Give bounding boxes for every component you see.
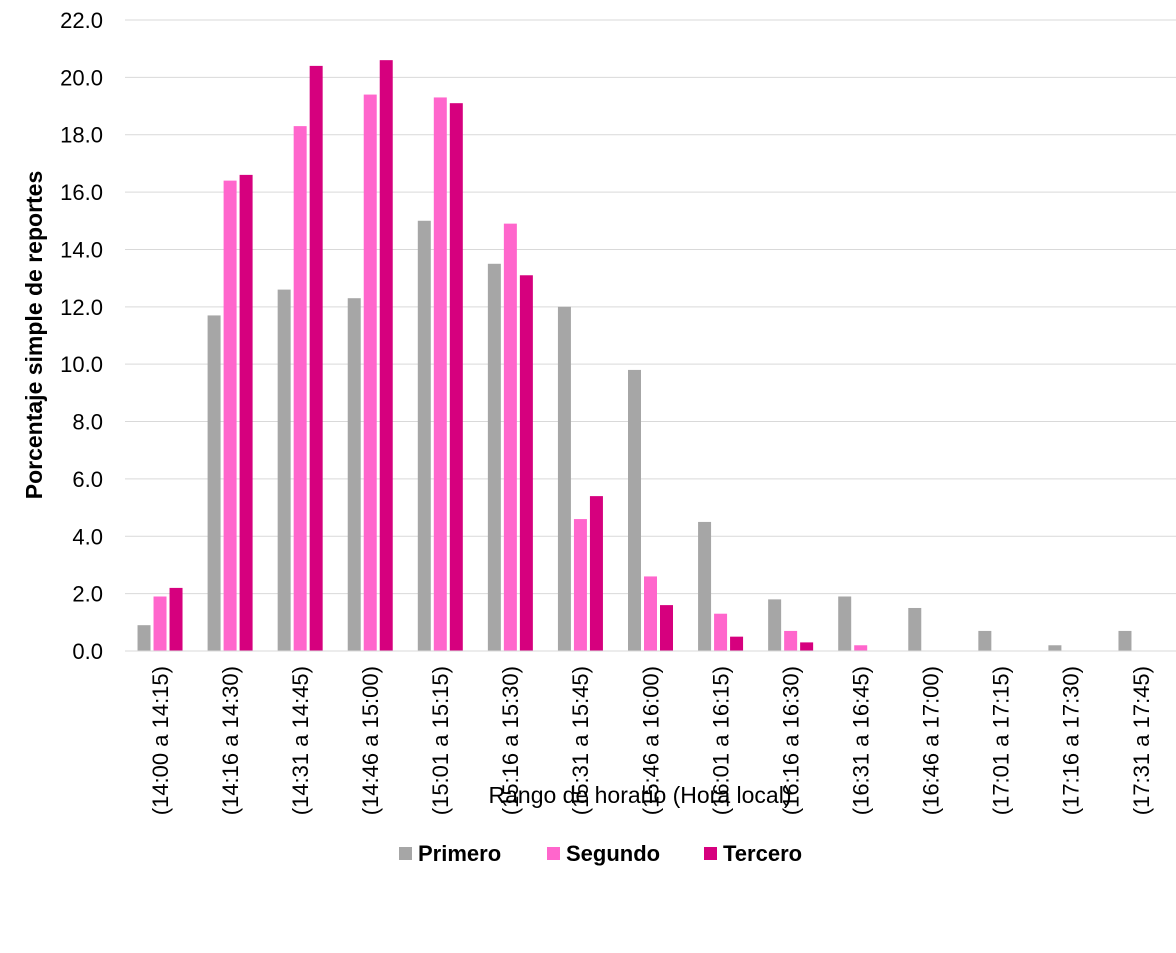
legend-label-primero: Primero [418,841,501,866]
bar-tercero [239,174,253,651]
bar-primero [908,607,922,651]
x-tick-label: (15:01 a 15:15) [428,666,453,815]
bar-primero [207,315,221,651]
y-tick-label: 16.0 [60,180,103,205]
y-tick-label: 4.0 [72,524,103,549]
bar-primero [838,596,852,651]
x-tick-label: (17:01 a 17:15) [989,666,1014,815]
bar-tercero [519,275,533,651]
bar-tercero [449,103,463,652]
bar-segundo [503,223,517,651]
x-axis-title: Rango de horario (Hora local) [489,782,792,808]
y-tick-label: 14.0 [60,237,103,262]
bar-segundo [784,630,798,651]
bar-primero [698,521,712,651]
legend: Primero Segundo Tercero [399,841,802,866]
bar-tercero [660,605,673,651]
bar-tercero [169,587,183,651]
y-tick-label: 8.0 [72,410,103,435]
y-tick-label: 0.0 [72,639,103,664]
y-tick-label: 10.0 [60,352,103,377]
bar-primero [137,625,151,651]
bar-primero [347,298,361,651]
bar-primero [978,630,992,651]
x-tick-label: (14:00 a 14:15) [148,666,173,815]
x-tick-label: (16:46 a 17:00) [919,666,944,815]
bar-segundo [223,180,237,652]
x-tick-label: (17:16 a 17:30) [1059,666,1084,815]
legend-label-segundo: Segundo [566,841,660,866]
bar-segundo [293,126,307,651]
legend-label-tercero: Tercero [723,841,802,866]
y-tick-label: 18.0 [60,123,103,148]
bar-tercero [309,65,323,651]
bar-segundo [714,613,728,651]
bar-tercero [379,60,393,652]
bar-tercero [800,642,814,651]
bar-primero [557,306,571,651]
bar-primero [1118,630,1132,651]
bars [137,60,1132,652]
y-tick-label: 6.0 [72,467,103,492]
legend-swatch-tercero [704,847,717,860]
bar-primero [768,599,782,651]
bar-segundo [644,576,657,651]
legend-swatch-primero [399,847,412,860]
x-tick-label: (16:31 a 16:45) [849,666,874,815]
y-axis-tick-labels: 0.0 2.0 4.0 6.0 8.0 10.0 12.0 14.0 16.0 18.0 20.0 2… [60,8,103,664]
x-tick-label: (14:16 a 14:30) [218,666,243,815]
x-tick-label: (14:31 a 14:45) [288,666,313,815]
x-tick-label: (15:16 a 15:30) [498,666,523,815]
y-tick-label: 22.0 [60,8,103,33]
bar-tercero [589,496,603,651]
y-tick-label: 20.0 [60,65,103,90]
bar-primero [277,289,291,651]
y-tick-label: 2.0 [72,582,103,607]
bar-segundo [433,97,447,651]
bar-segundo [573,519,587,651]
bar-tercero [730,636,744,651]
y-tick-label: 12.0 [60,295,103,320]
x-tick-label: (17:31 a 17:45) [1129,666,1154,815]
bar-primero [628,369,641,651]
x-tick-label: (16:16 a 16:30) [778,666,803,815]
bar-primero [487,263,501,651]
legend-swatch-segundo [547,847,560,860]
x-tick-label: (16:01 a 16:15) [708,666,733,815]
bar-segundo [153,596,167,651]
x-tick-label: (14:46 a 15:00) [358,666,383,815]
y-axis-title: Porcentaje simple de reportes [21,171,47,500]
x-tick-label: (15:46 a 16:00) [638,666,663,815]
bar-segundo [854,645,868,651]
bar-segundo [363,94,377,651]
x-axis-tick-labels: (14:00 a 14:15) (14:16 a 14:30) (14:31 a 1… [148,666,1154,815]
bar-primero [417,220,431,652]
bar-primero [1048,645,1062,651]
x-tick-label: (15:31 a 15:45) [568,666,593,815]
